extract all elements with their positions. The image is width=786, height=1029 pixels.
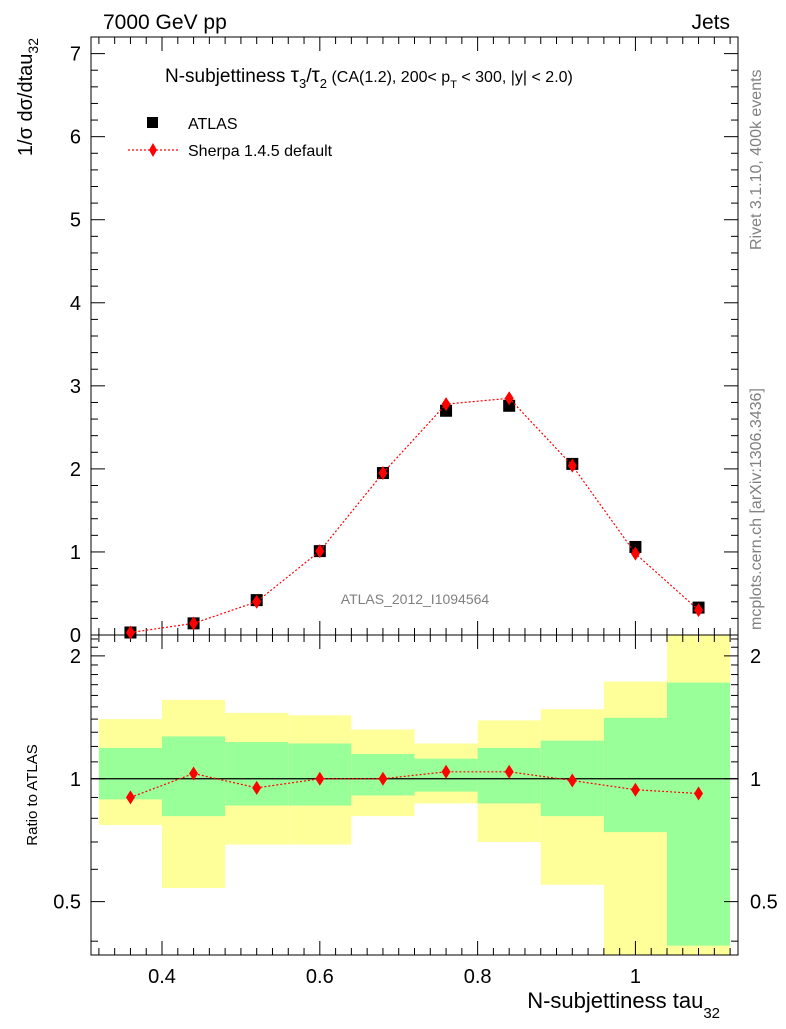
legend-atlas-label: ATLAS xyxy=(188,116,238,133)
top-ytick-label: 7 xyxy=(70,44,81,66)
ratio-sherpa-point xyxy=(378,771,388,786)
sherpa-point xyxy=(630,546,640,561)
legend-sherpa-label: Sherpa 1.4.5 default xyxy=(188,143,333,160)
top-ytick-label: 6 xyxy=(70,127,81,149)
legend-atlas-marker xyxy=(147,117,158,128)
ratio-sherpa-line xyxy=(130,771,699,798)
sherpa-point xyxy=(567,458,577,473)
ratio-ytick-label: 0.5 xyxy=(53,892,81,914)
legend-sherpa-marker xyxy=(149,143,157,157)
ratio-ytick-label-right: 0.5 xyxy=(750,892,778,914)
sherpa-point xyxy=(252,594,262,609)
sherpa-point xyxy=(125,625,135,640)
top-panel-marks xyxy=(124,391,705,640)
top-ytick-label: 5 xyxy=(70,210,81,232)
ratio-panel-marks xyxy=(91,764,738,805)
ratio-sherpa-point xyxy=(125,790,135,805)
sherpa-line xyxy=(130,397,699,634)
ratio-ytick-label: 2 xyxy=(70,646,81,668)
ratio-bands xyxy=(98,635,731,955)
atlas-point xyxy=(503,399,516,412)
ratio-ylabel: Ratio to ATLAS xyxy=(24,744,41,845)
header-right: Jets xyxy=(691,11,730,34)
green-band-9 xyxy=(666,682,731,946)
top-ytick-label: 0 xyxy=(70,625,81,647)
sherpa-point xyxy=(315,544,325,559)
top-ytick-label: 3 xyxy=(70,376,81,398)
green-band-8 xyxy=(603,717,667,833)
plot-frames: 0 1 2 3 4 5 6 7 0.4 0.6 0.8 1 0.5 0.5 1 1 2 2 xyxy=(53,36,778,988)
ratio-sherpa-point xyxy=(315,771,325,786)
header-left: 7000 GeV pp xyxy=(103,11,227,34)
x-tick-label: 0.6 xyxy=(306,966,334,988)
x-tick-label: 0.4 xyxy=(148,966,176,988)
ratio-sherpa-point xyxy=(252,780,262,795)
ratio-sherpa-point xyxy=(504,764,514,779)
green-band-2 xyxy=(225,742,289,806)
top-ylabel: 1/σ dσ/dtau32 xyxy=(15,38,41,156)
sherpa-point xyxy=(694,603,704,618)
ratio-sherpa-point xyxy=(694,786,704,801)
rivet-label: Rivet 3.1.10, 400k events xyxy=(748,69,765,250)
sherpa-point xyxy=(189,616,199,631)
x-axis-label: N-subjettiness tau32 xyxy=(527,988,720,1022)
top-ytick-label: 4 xyxy=(70,293,81,315)
ratio-ytick-label-right: 1 xyxy=(750,769,761,791)
ratio-sherpa-point xyxy=(567,773,577,788)
sherpa-point xyxy=(441,397,451,412)
watermark: ATLAS_2012_I1094564 xyxy=(341,591,490,607)
top-ytick-label: 2 xyxy=(70,459,81,481)
ratio-ytick-label-right: 2 xyxy=(750,646,761,668)
legend: ATLAS Sherpa 1.4.5 default xyxy=(128,116,333,160)
ratio-ytick-label: 1 xyxy=(70,769,81,791)
x-tick-label: 1 xyxy=(630,966,641,988)
x-tick-label: 0.8 xyxy=(464,966,492,988)
ratio-sherpa-point xyxy=(189,766,199,781)
sherpa-point xyxy=(378,466,388,481)
mcplots-label: mcplots.cern.ch [arXiv:1306.3436] xyxy=(748,388,765,630)
top-ytick-label: 1 xyxy=(70,542,81,564)
ratio-sherpa-point xyxy=(630,782,640,797)
ratio-sherpa-point xyxy=(441,764,451,779)
top-title: N-subjettiness τ3/τ2 (CA(1.2), 200< pT <… xyxy=(165,64,573,91)
sherpa-point xyxy=(504,391,514,406)
